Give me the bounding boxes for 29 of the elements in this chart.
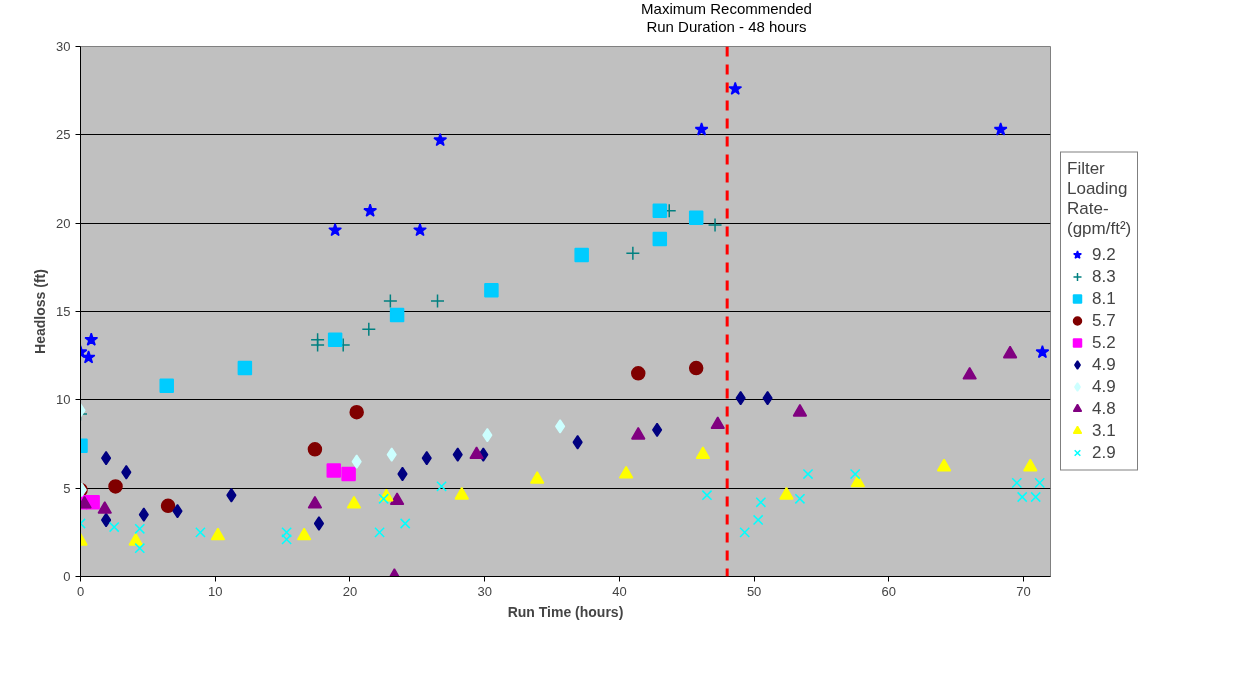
legend-label: 2.9 <box>1092 441 1116 464</box>
legend-label: 4.9 <box>1092 375 1116 398</box>
x-tick-label: 60 <box>881 583 897 599</box>
x-tick-label: 0 <box>76 583 85 599</box>
x-tick-label: 30 <box>477 583 492 599</box>
x-tick-label: 20 <box>342 583 358 599</box>
y-tick-label: 15 <box>56 304 71 319</box>
legend-label: 4.8 <box>1092 397 1116 420</box>
y-tick-label: 25 <box>56 127 71 143</box>
x-axis-title: Run Time (hours) <box>507 603 624 620</box>
y-tick-label: 30 <box>56 39 71 54</box>
y-tick-label: 20 <box>56 215 71 231</box>
x-tick-label: 70 <box>1016 583 1031 599</box>
y-tick-label: 5 <box>63 480 71 496</box>
legend-label: 4.9 <box>1092 353 1116 376</box>
legend-label: 5.2 <box>1092 331 1116 354</box>
legend-label: 9.2 <box>1092 243 1116 266</box>
x-tick-label: 40 <box>612 583 627 599</box>
x-tick-label: 50 <box>746 583 762 599</box>
y-tick-label: 10 <box>56 392 71 408</box>
legend-label: 3.1 <box>1092 419 1116 442</box>
ref-line-label: Maximum Recommended Run Duration - 48 hours <box>641 0 812 36</box>
x-tick-label: 10 <box>207 583 223 599</box>
legend-label: 5.7 <box>1092 309 1116 332</box>
y-axis-title: Headloss (ft) <box>32 269 49 354</box>
legend-title: Filter Loading Rate-(gpm/ft²) <box>1067 158 1132 239</box>
legend-label: 8.1 <box>1092 287 1116 310</box>
y-tick-label: 0 <box>63 569 71 584</box>
legend-label: 8.3 <box>1092 265 1116 288</box>
